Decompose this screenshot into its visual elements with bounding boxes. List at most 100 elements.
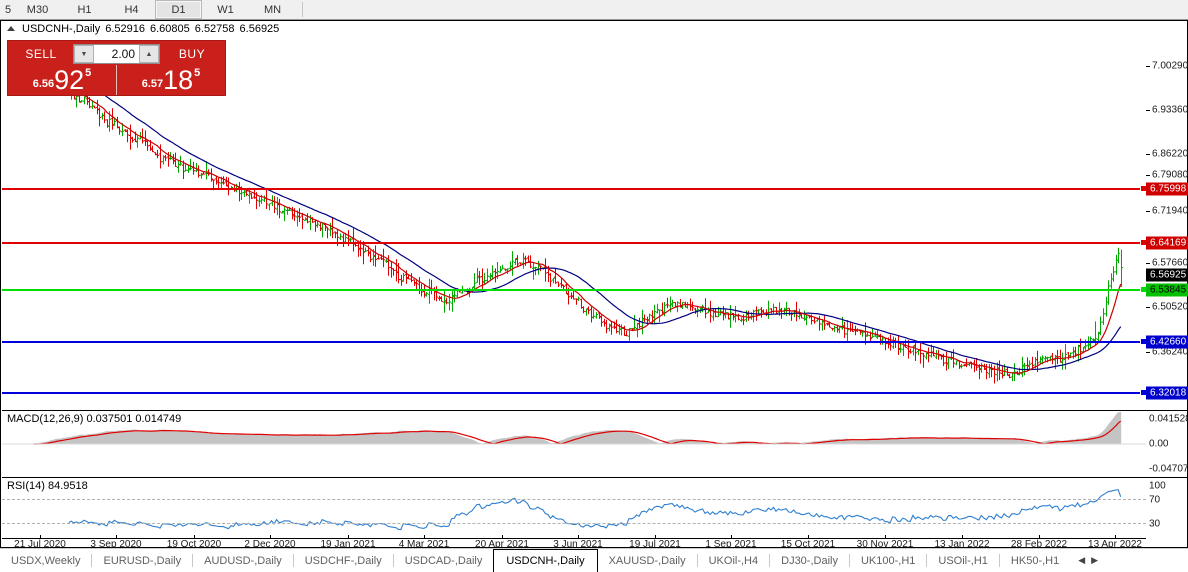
level-line-6.32018[interactable] — [2, 392, 1146, 394]
price-scale[interactable]: 7.00290 6.93360 6.86220 6.79080 6.71940 6.576… — [1146, 20, 1188, 548]
price-series — [31, 62, 1124, 384]
level-handle[interactable] — [1140, 286, 1146, 293]
buy-price[interactable]: 6.57 18 5 — [116, 65, 225, 95]
price-tick — [1146, 154, 1150, 155]
scroll-left-icon[interactable]: ◀ — [1078, 555, 1086, 565]
timeframe-w1[interactable]: W1 — [217, 3, 234, 16]
macd-axis-labels: 0.041528 0.00 -0.04707 — [1146, 410, 1188, 477]
symbol-tab-usoilh1[interactable]: USOil-,H1 — [938, 554, 988, 567]
symbol-tab-audusddaily[interactable]: AUDUSD-,Daily — [204, 554, 282, 567]
price-tick — [1146, 307, 1150, 308]
buy-price-prefix: 6.57 — [141, 78, 164, 90]
symbol-tab-usdcaddaily[interactable]: USDCAD-,Daily — [404, 554, 483, 567]
date-tick-label: 2 Dec 2020 — [244, 539, 296, 550]
date-tick-label: 13 Apr 2022 — [1088, 539, 1142, 550]
rsi-series — [68, 489, 1122, 531]
level-handle[interactable] — [1140, 239, 1146, 246]
date-tick — [116, 535, 117, 539]
date-tick — [40, 535, 41, 539]
price-tick — [1146, 352, 1150, 353]
timeframe-d1[interactable]: D1 — [155, 0, 202, 19]
price-tag-blue: 6.32018 — [1146, 386, 1188, 400]
price-tick — [1146, 110, 1150, 111]
symbol-tab-eurusddaily[interactable]: EURUSD-,Daily — [103, 554, 182, 567]
scroll-right-icon[interactable]: ▶ — [1091, 555, 1099, 565]
level-line-6.53845[interactable] — [2, 289, 1146, 291]
date-tick — [962, 535, 963, 539]
price-tick-label: 6.86220 — [1152, 148, 1188, 160]
symbol-tab-usdcnhdaily[interactable]: USDCNH-,Daily — [493, 549, 598, 572]
timeframe-mn[interactable]: MN — [263, 3, 282, 16]
tab-separator — [998, 554, 1000, 567]
date-tick-label: 28 Feb 2022 — [1010, 539, 1068, 550]
rsi-axis-labels: 100 70 30 — [1146, 477, 1187, 538]
ohlc-high: 6.60805 — [150, 22, 190, 35]
collapse-triangle-icon[interactable] — [7, 26, 15, 31]
volume-decrease-button[interactable]: ▼ — [74, 45, 94, 63]
price-tick — [1146, 66, 1150, 67]
buy-button[interactable]: BUY — [163, 44, 221, 64]
volume-value[interactable]: 2.00 — [94, 45, 139, 63]
level-handle[interactable] — [1140, 389, 1146, 396]
symbol-tab-bar: USDX,Weekly EURUSD-,Daily AUDUSD-,Daily USD… — [0, 548, 1188, 572]
rsi-level-70 — [2, 499, 1146, 500]
date-tick-label: 19 Oct 2020 — [166, 539, 222, 550]
buy-price-fraction: 5 — [194, 67, 201, 79]
date-tick — [1115, 535, 1116, 539]
price-tick-label: 7.00290 — [1152, 60, 1188, 72]
symbol-tab-dj30daily[interactable]: DJ30-,Daily — [781, 554, 838, 567]
one-click-trading-panel[interactable]: SELL ▼ 2.00 ▲ BUY 6.56 92 5 6.57 18 5 — [7, 40, 226, 96]
tab-separator — [769, 554, 771, 567]
sell-price-prefix: 6.56 — [32, 78, 55, 90]
price-tick — [1146, 211, 1150, 212]
chart-window[interactable]: USDCNH-,Daily 6.52916 6.60805 6.52758 6.… — [0, 20, 1146, 550]
symbol-tab-usdchfdaily[interactable]: USDCHF-,Daily — [304, 554, 382, 567]
sell-button[interactable]: SELL — [12, 44, 70, 64]
ohlc-open: 6.52916 — [105, 22, 145, 35]
symbol-tab-ukoilh4[interactable]: UKOil-,H4 — [708, 554, 759, 567]
price-tick-label: 6.36240 — [1152, 346, 1188, 358]
chevron-down-icon: ▼ — [80, 50, 88, 58]
price-pane[interactable] — [2, 22, 1146, 409]
date-tick-label: 15 Oct 2021 — [780, 539, 836, 550]
date-tick — [424, 535, 425, 539]
date-tick — [578, 535, 579, 539]
buy-price-main: 18 — [163, 65, 194, 95]
date-tick — [502, 535, 503, 539]
date-tick-label: 21 Jul 2020 — [14, 539, 66, 550]
timeframe-5[interactable]: 5 — [4, 3, 12, 16]
rsi-pane[interactable]: RSI(14) 84.9518 — [2, 477, 1146, 538]
date-tick — [194, 535, 195, 539]
macd-pane[interactable]: MACD(12,26,9) 0.037501 0.014749 — [2, 410, 1146, 477]
volume-stepper[interactable]: ▼ 2.00 ▲ — [73, 44, 160, 64]
level-line-6.64169[interactable] — [2, 242, 1146, 244]
price-tick-label: 6.93360 — [1152, 104, 1188, 116]
timeframe-h4[interactable]: H4 — [124, 3, 139, 16]
date-tick-label: 3 Sep 2020 — [90, 539, 142, 550]
level-line-6.75998[interactable] — [2, 188, 1146, 190]
date-tick-label: 3 Jun 2021 — [553, 539, 603, 550]
symbol-tab-usdxweekly[interactable]: USDX,Weekly — [11, 554, 81, 567]
level-line-6.42660[interactable] — [2, 341, 1146, 343]
tab-separator — [696, 554, 698, 567]
tab-separator — [848, 554, 850, 567]
symbol-tab-hk50h1[interactable]: HK50-,H1 — [1010, 554, 1060, 567]
symbol-tab-xauusddaily[interactable]: XAUUSD-,Daily — [608, 554, 686, 567]
level-handle[interactable] — [1140, 338, 1146, 345]
date-tick-label: 4 Mar 2021 — [398, 539, 450, 550]
date-tick — [731, 535, 732, 539]
date-tick-label: 20 Apr 2021 — [475, 539, 529, 550]
tab-separator — [926, 554, 928, 567]
macd-label: MACD(12,26,9) 0.037501 0.014749 — [7, 413, 185, 425]
timeframe-h1[interactable]: H1 — [77, 3, 92, 16]
macd-tick-label: 0.041528 — [1149, 413, 1188, 425]
timeframe-m30[interactable]: M30 — [26, 3, 49, 16]
volume-increase-button[interactable]: ▲ — [139, 45, 159, 63]
date-tick-label: 30 Nov 2021 — [856, 539, 914, 550]
price-tag-red: 6.75998 — [1146, 182, 1188, 196]
symbol-tab-uk100h1[interactable]: UK100-,H1 — [860, 554, 916, 567]
chart-symbol-label: USDCNH-,Daily — [22, 22, 101, 35]
sell-price[interactable]: 6.56 92 5 — [8, 65, 116, 95]
level-handle[interactable] — [1140, 185, 1146, 192]
toolbar-separator — [302, 2, 303, 17]
